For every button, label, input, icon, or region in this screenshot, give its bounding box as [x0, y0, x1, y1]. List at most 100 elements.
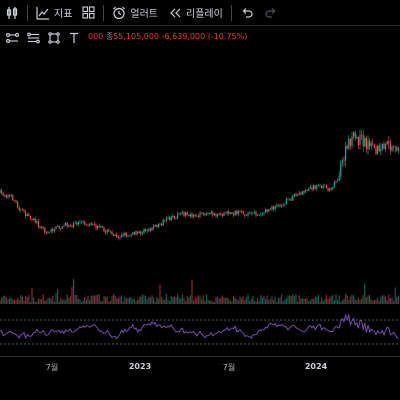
- volume-bar: [162, 300, 164, 304]
- candle-body: [44, 227, 46, 233]
- candle-body: [25, 211, 27, 217]
- candle-body: [244, 214, 246, 216]
- volume-bar: [55, 292, 57, 304]
- candle-body: [193, 214, 195, 217]
- volume-bar: [37, 298, 39, 304]
- volume-bar: [36, 301, 38, 304]
- redo-icon[interactable]: [259, 0, 283, 26]
- volume-bar: [13, 299, 15, 304]
- volume-bar: [340, 301, 342, 304]
- volume-bar: [137, 299, 139, 304]
- volume-bar: [378, 301, 380, 304]
- volume-bar: [324, 299, 326, 304]
- volume-bar: [0, 300, 1, 304]
- candle-body: [125, 232, 127, 237]
- volume-bar: [26, 297, 28, 304]
- candle-body: [333, 182, 335, 187]
- candle-body: [201, 212, 203, 214]
- candle-body: [306, 190, 308, 191]
- candles-icon[interactable]: [0, 0, 24, 26]
- candle-body: [127, 235, 129, 237]
- volume-bar: [351, 294, 353, 304]
- volume-bar: [313, 298, 315, 304]
- volume-bar: [101, 301, 103, 304]
- candle-body: [276, 205, 278, 207]
- candle-body: [218, 213, 220, 215]
- candle-body: [239, 211, 241, 212]
- candle-body: [130, 234, 132, 236]
- volume-bar: [82, 300, 84, 304]
- volume-bar: [253, 300, 255, 304]
- candle-body: [101, 226, 103, 228]
- candle-body: [359, 134, 361, 146]
- candle-body: [121, 234, 123, 238]
- candle-body: [69, 225, 71, 226]
- candle-body: [249, 212, 251, 214]
- layouts-grid-icon[interactable]: [77, 0, 100, 26]
- fib-tool-icon[interactable]: [27, 32, 40, 44]
- rsi-line: [0, 313, 399, 340]
- volume-bar: [87, 296, 89, 304]
- undo-icon[interactable]: [235, 0, 259, 26]
- volume-bar: [50, 298, 52, 304]
- candle-body: [364, 137, 366, 147]
- volume-bar: [9, 297, 11, 304]
- volume-bar: [311, 298, 313, 304]
- volume-bar: [365, 297, 367, 304]
- candle-body: [137, 231, 139, 234]
- alert-button[interactable]: 얼러트: [107, 0, 163, 26]
- price-chart[interactable]: [0, 0, 400, 356]
- candle-body: [311, 187, 313, 190]
- volume-bar: [151, 295, 153, 304]
- candle-body: [82, 221, 84, 223]
- volume-bar: [157, 298, 159, 304]
- candle-body: [394, 146, 396, 148]
- volume-bar: [298, 294, 300, 304]
- volume-bar: [263, 296, 265, 304]
- volume-bar: [18, 299, 20, 304]
- candle-body: [12, 194, 14, 201]
- volume-bar: [113, 294, 115, 304]
- candle-body: [389, 143, 391, 151]
- candle-body: [341, 160, 343, 163]
- indicators-label: 지표: [54, 9, 73, 20]
- candle-body: [351, 136, 353, 146]
- indicators-icon: [36, 6, 50, 20]
- candle-body: [365, 137, 367, 150]
- volume-bar: [338, 295, 340, 304]
- candle-body: [180, 212, 182, 215]
- candle-body: [361, 134, 363, 136]
- text-tool-icon[interactable]: [68, 32, 80, 44]
- candle-body: [116, 234, 118, 238]
- candle-body: [84, 221, 86, 226]
- volume-bar: [169, 301, 171, 304]
- rectangle-tool-icon[interactable]: [48, 32, 60, 44]
- candle-body: [95, 224, 97, 229]
- candle-body: [149, 229, 151, 231]
- candle-body: [303, 191, 305, 193]
- volume-bar: [71, 286, 73, 304]
- volume-bar: [301, 298, 303, 304]
- replay-button[interactable]: 리플레이: [163, 0, 228, 26]
- volume-bar: [132, 299, 134, 304]
- volume-bar: [308, 301, 310, 304]
- candle-body: [87, 225, 89, 226]
- trend-line-tool-icon[interactable]: [6, 32, 19, 44]
- volume-bar: [213, 301, 215, 304]
- indicators-button[interactable]: 지표: [31, 0, 77, 26]
- volume-bar: [212, 301, 214, 304]
- candle-body: [7, 195, 9, 198]
- candle-body: [145, 228, 147, 231]
- time-axis-label: 7월: [45, 363, 59, 372]
- volume-bar: [261, 297, 263, 304]
- volume-bar: [293, 296, 295, 304]
- volume-bar: [229, 301, 231, 304]
- candle-body: [113, 234, 115, 237]
- candle-body: [41, 226, 43, 228]
- volume-bar: [95, 295, 97, 304]
- volume-bar: [149, 297, 151, 304]
- volume-bar: [204, 301, 206, 304]
- candle-body: [388, 141, 390, 144]
- volume-bar: [349, 296, 351, 304]
- candle-body: [10, 194, 12, 196]
